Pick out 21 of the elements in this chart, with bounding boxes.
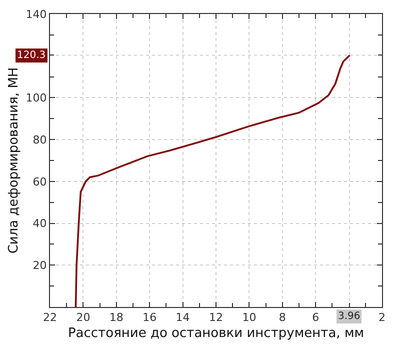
y-tick-label: 80 — [32, 133, 47, 146]
x-tick-label: 6 — [312, 311, 320, 324]
x-tick-label: 18 — [109, 311, 124, 324]
x-tick-label: 12 — [209, 311, 223, 324]
x-tick-label: 10 — [242, 311, 256, 324]
x-tick-label: 20 — [76, 311, 90, 324]
x-tick-label: 8 — [278, 311, 286, 324]
line-series — [74, 54, 350, 307]
x-tick-label: 14 — [176, 311, 190, 324]
annotation: 120.3 — [17, 50, 46, 61]
y-tick-label: 140 — [26, 8, 47, 21]
annotation: 3.96 — [338, 311, 360, 322]
x-tick-label: 16 — [142, 311, 157, 324]
x-axis-title: Расстояние до остановки инструмента, мм — [68, 326, 364, 341]
x-tick-label: 2 — [378, 311, 386, 324]
y-tick-label: 100 — [26, 92, 47, 105]
y-axis-title: Сила деформирования, МН — [6, 67, 22, 254]
x-tick-label: 22 — [43, 311, 57, 324]
y-tick-label: 60 — [32, 175, 47, 188]
y-tick-label: 20 — [32, 258, 47, 272]
y-tick-label: 40 — [32, 217, 47, 230]
